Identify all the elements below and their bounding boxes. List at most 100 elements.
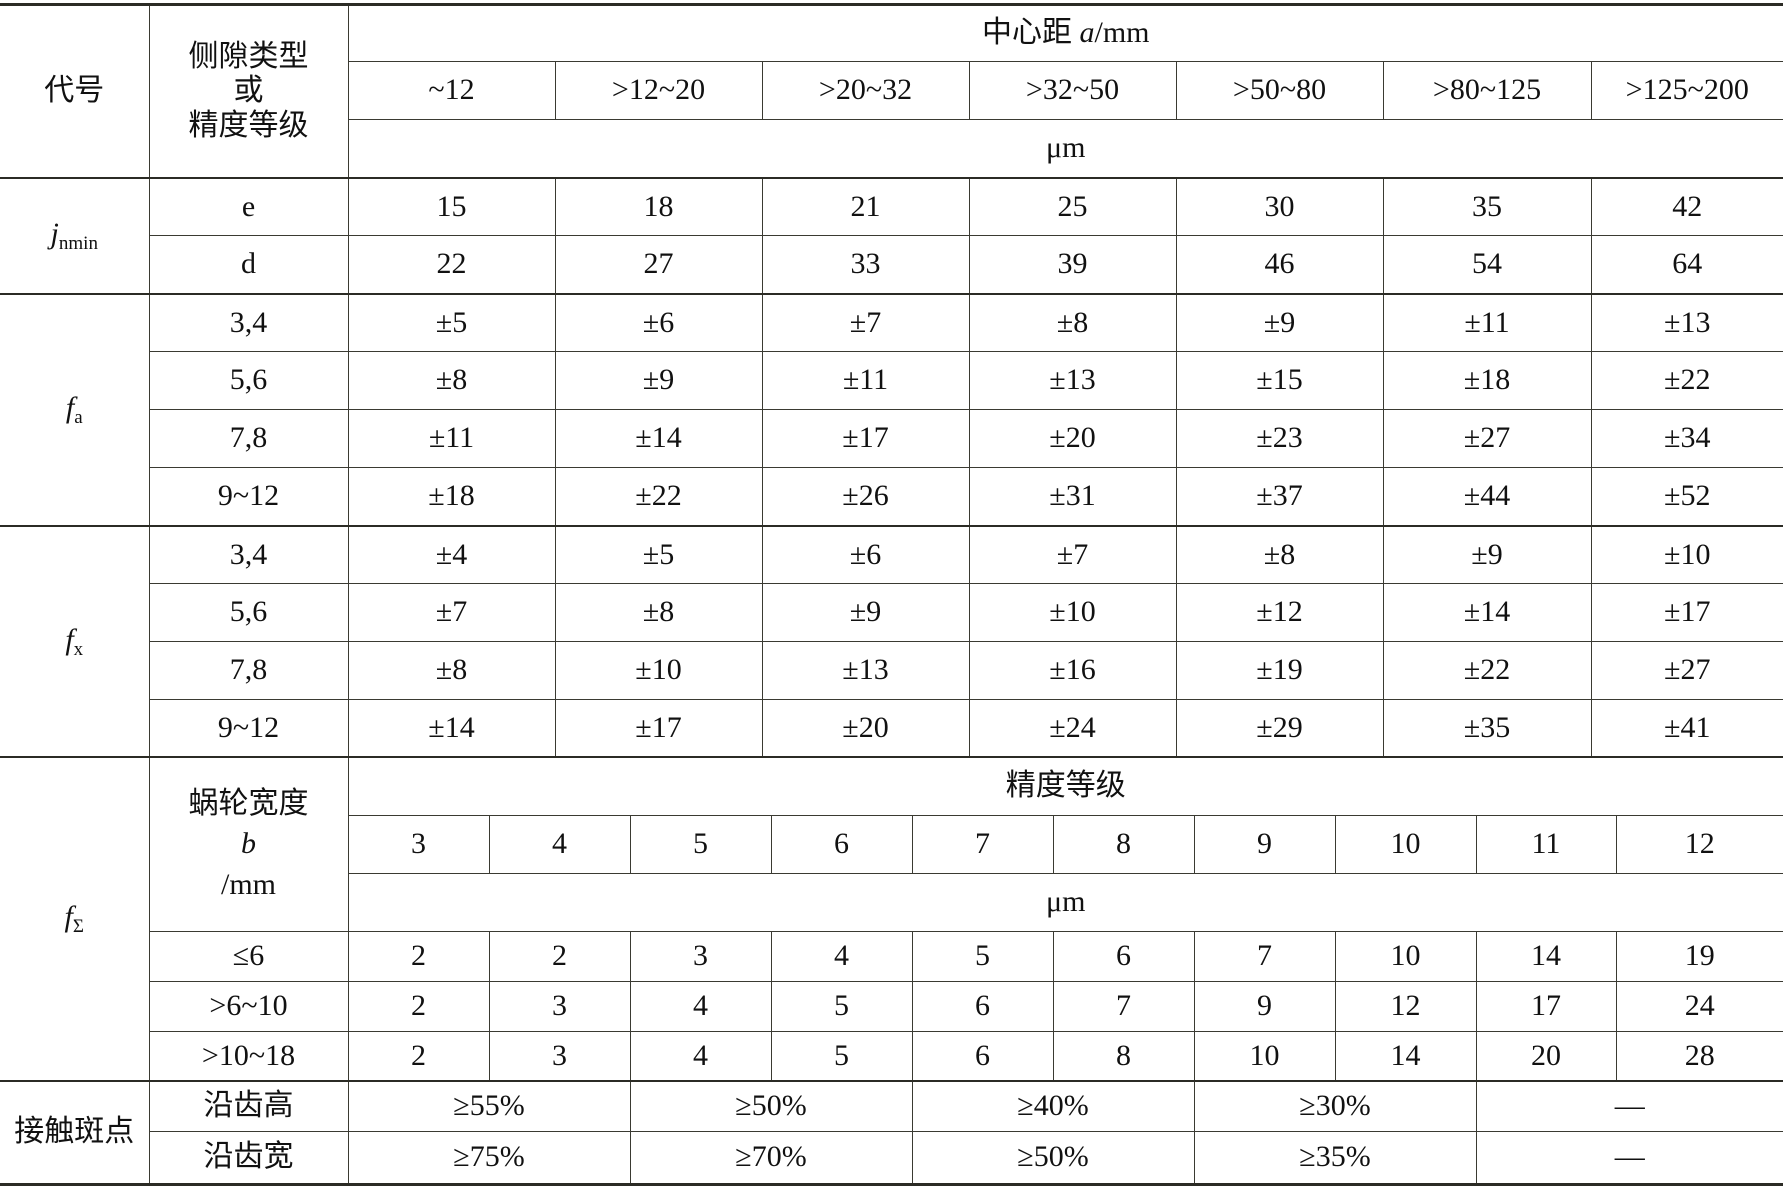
grade-cell: 7	[911, 814, 1054, 874]
value-cell: ±8	[554, 583, 763, 642]
grade-header: 精度等级	[347, 756, 1783, 816]
grade-cell: 8	[1052, 814, 1195, 874]
value-cell: ±26	[761, 467, 970, 526]
value-cell: 18	[554, 176, 763, 236]
value-cell: ±27	[1590, 641, 1783, 700]
value-cell: ±10	[554, 641, 763, 700]
value-cell: ±7	[761, 292, 970, 352]
value-cell: ±19	[1175, 641, 1384, 700]
value-cell: ±13	[968, 351, 1177, 410]
value-cell: 15	[347, 176, 556, 236]
value-cell: ≥30%	[1193, 1080, 1477, 1132]
symbol-cell: fΣ	[0, 756, 150, 1082]
table-row: jnmin e 15 18 21 25 30 35 42	[0, 176, 1783, 294]
value-cell: ±9	[1175, 292, 1384, 352]
value-cell: 2	[347, 1030, 490, 1082]
value-cell: ±29	[1175, 699, 1384, 758]
value-cell: ±5	[554, 524, 763, 584]
value-cell: ±11	[761, 351, 970, 410]
value-cell: 42	[1590, 176, 1783, 236]
symbol-subscript: x	[73, 638, 84, 660]
value-cell: ±22	[1382, 641, 1592, 700]
table-row: fx 3,4 ±4 ±5 ±6 ±7 ±8 ±9 ±10	[0, 524, 1783, 758]
value-cell: 24	[1615, 980, 1783, 1032]
value-cell: 5	[770, 980, 913, 1032]
value-cell: ±9	[554, 351, 763, 410]
value-cell: ±10	[968, 583, 1177, 642]
value-cell: ±34	[1590, 409, 1783, 468]
table-row: fa 3,4 ±5 ±6 ±7 ±8 ±9 ±11 ±13	[0, 292, 1783, 526]
value-cell: 22	[347, 235, 556, 294]
value-cell: ±20	[761, 699, 970, 758]
value-cell: 21	[761, 176, 970, 236]
width-label: 蜗轮宽度 b/mm	[148, 756, 349, 932]
value-cell: 14	[1475, 930, 1617, 982]
value-cell: 3	[488, 1030, 631, 1082]
width-label-line: /mm	[220, 867, 276, 901]
value-cell: ≥75%	[347, 1130, 631, 1185]
value-cell: ±18	[347, 467, 556, 526]
table-row: 7,8 ±11 ±14 ±17 ±20 ±23 ±27 ±34	[0, 409, 1783, 468]
value-cell: ≥35%	[1193, 1130, 1477, 1185]
value-cell: ±17	[1590, 583, 1783, 642]
value-cell: ±7	[968, 524, 1177, 584]
value-cell: ≥55%	[347, 1080, 631, 1132]
range-header: >50~80	[1175, 61, 1384, 120]
value-cell: ±44	[1382, 467, 1592, 526]
table-row: 接触斑点 沿齿高 ≥55% ≥50% ≥40% ≥30% —	[0, 1080, 1783, 1185]
grade-cell: 5	[629, 814, 772, 874]
table-row: 5,6 ±7 ±8 ±9 ±10 ±12 ±14 ±17	[0, 583, 1783, 642]
value-cell: ±15	[1175, 351, 1384, 410]
grade-cell: 3	[348, 814, 490, 874]
row-label: 9~12	[149, 467, 349, 526]
header-type-line: 或	[233, 74, 264, 107]
row-label: 7,8	[149, 409, 349, 468]
value-cell: ±14	[1382, 583, 1592, 642]
value-cell: 5	[770, 1030, 913, 1082]
row-label: 7,8	[149, 641, 349, 700]
center-distance-text: 中心距	[982, 16, 1080, 50]
value-cell: ±7	[347, 583, 556, 642]
table-row: d 22 27 33 39 46 54 64	[0, 235, 1783, 294]
value-cell: 7	[1052, 980, 1195, 1032]
range-header: >20~32	[761, 61, 970, 120]
grade-cell: 4	[488, 814, 631, 874]
table-row: >6~10 2 3 4 5 6 7 9 12 17 24	[0, 980, 1783, 1032]
value-cell: 10	[1334, 930, 1477, 982]
symbol-subscript: Σ	[72, 916, 84, 938]
symbol-letter: j	[50, 216, 59, 250]
center-distance-unit: /mm	[1094, 16, 1150, 50]
table-row: 沿齿宽 ≥75% ≥70% ≥50% ≥35% —	[0, 1130, 1783, 1185]
table-row: >10~18 2 3 4 5 6 8 10 14 20 28	[0, 1030, 1783, 1082]
value-cell: ±5	[347, 292, 556, 352]
symbol-cell: fa	[0, 292, 150, 526]
value-cell: 7	[1193, 930, 1336, 982]
value-cell: ±52	[1590, 467, 1783, 526]
value-cell: 4	[629, 1030, 772, 1082]
table-row: ≤6 2 2 3 4 5 6 7 10 14 19	[0, 930, 1783, 982]
header-center-distance: 中心距 a/mm	[347, 4, 1783, 62]
table-row: 9~12 ±14 ±17 ±20 ±24 ±29 ±35 ±41	[0, 699, 1783, 758]
value-cell: 54	[1382, 235, 1592, 294]
value-cell: 10	[1193, 1030, 1336, 1082]
value-cell: ±14	[554, 409, 763, 468]
table-row: 7,8 ±8 ±10 ±13 ±16 ±19 ±22 ±27	[0, 641, 1783, 700]
grade-cell: 12	[1615, 814, 1783, 874]
value-cell: 64	[1590, 235, 1783, 294]
value-cell: 6	[911, 980, 1054, 1032]
header-type-line: 侧隙类型	[188, 39, 309, 73]
grade-cell: 11	[1475, 814, 1617, 874]
value-cell: ≥70%	[629, 1130, 913, 1185]
value-cell: 4	[770, 930, 913, 982]
value-cell: ±27	[1382, 409, 1592, 468]
value-cell: 17	[1475, 980, 1617, 1032]
value-cell: ±31	[968, 467, 1177, 526]
value-cell: 35	[1382, 176, 1592, 236]
value-cell: 14	[1334, 1030, 1477, 1082]
value-cell: ±8	[1175, 524, 1384, 584]
contact-label: 接触斑点	[0, 1080, 150, 1185]
header-type-or-grade: 侧隙类型 或 精度等级	[148, 4, 349, 178]
symbol-subscript: a	[74, 406, 83, 428]
row-label: 3,4	[148, 292, 349, 352]
value-cell: 4	[629, 980, 772, 1032]
